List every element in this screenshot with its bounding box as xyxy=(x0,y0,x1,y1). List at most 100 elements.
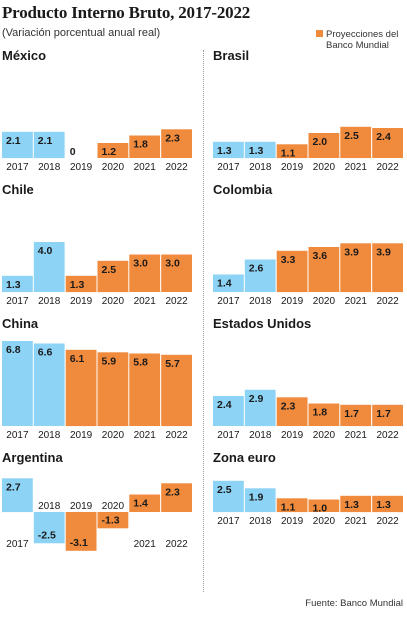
x-tick-label: 2022 xyxy=(376,296,399,307)
data-label: 1.1 xyxy=(281,147,296,159)
bar xyxy=(97,512,129,529)
data-label: 1.3 xyxy=(6,279,21,291)
data-label: 3.3 xyxy=(281,254,296,266)
x-tick-label: 2018 xyxy=(249,162,272,173)
data-label: 3.9 xyxy=(344,246,359,258)
bar xyxy=(308,499,340,512)
data-label: 1.3 xyxy=(376,499,391,511)
data-label: 2.6 xyxy=(249,263,264,275)
x-tick-label: 2017 xyxy=(6,162,29,173)
data-label: 1.9 xyxy=(249,491,264,503)
legend-swatch-projection xyxy=(316,30,323,37)
bar xyxy=(129,494,161,512)
data-label: 2.5 xyxy=(217,484,232,496)
panel-title: Chile xyxy=(2,182,34,197)
bar xyxy=(244,141,276,159)
data-label: 5.7 xyxy=(165,358,180,370)
bar xyxy=(97,260,129,293)
x-tick-label: 2022 xyxy=(165,430,188,441)
data-label: 1.2 xyxy=(102,146,117,158)
x-tick-label: 2019 xyxy=(281,430,304,441)
bar xyxy=(308,133,340,158)
x-tick-label: 2020 xyxy=(102,296,125,307)
bar xyxy=(213,141,244,159)
data-label: 1.8 xyxy=(313,407,328,419)
x-tick-label: 2020 xyxy=(102,162,125,173)
bar xyxy=(340,243,372,293)
panel-title: Brasil xyxy=(213,48,249,63)
data-label: 1.4 xyxy=(217,278,232,290)
bar xyxy=(308,403,340,426)
data-label: 2.3 xyxy=(165,132,180,144)
data-label: 2.5 xyxy=(102,264,117,276)
data-label: 3.9 xyxy=(376,246,391,258)
panel-title: Argentina xyxy=(2,450,63,465)
x-tick-label: 2022 xyxy=(165,539,188,550)
x-tick-label: 2018 xyxy=(38,501,61,512)
bar xyxy=(340,495,372,513)
x-tick-label: 2018 xyxy=(38,430,61,441)
page-title: Producto Interno Bruto, 2017-2022 xyxy=(2,3,251,22)
data-label: 2.3 xyxy=(281,400,296,412)
data-label: 6.8 xyxy=(6,344,21,356)
x-tick-label: 2022 xyxy=(376,430,399,441)
bar xyxy=(161,483,192,512)
data-label: 5.9 xyxy=(102,355,117,367)
data-label: 4.0 xyxy=(38,245,53,257)
bar xyxy=(161,254,192,292)
data-label: -3.1 xyxy=(70,537,88,549)
x-tick-label: 2019 xyxy=(70,430,93,441)
data-label: 2.9 xyxy=(249,393,264,405)
x-tick-label: 2018 xyxy=(38,296,61,307)
panel-title: Estados Unidos xyxy=(213,316,311,331)
x-tick-label: 2022 xyxy=(165,162,188,173)
x-tick-label: 2017 xyxy=(6,430,29,441)
bar xyxy=(129,254,161,292)
x-tick-label: 2020 xyxy=(313,430,336,441)
bar xyxy=(244,488,276,513)
panel-title: Zona euro xyxy=(213,450,276,465)
data-label: 0 xyxy=(70,146,76,158)
x-tick-label: 2021 xyxy=(345,516,368,527)
x-tick-label: 2019 xyxy=(281,516,304,527)
data-label: 2.1 xyxy=(38,135,53,147)
data-label: 1.1 xyxy=(281,501,296,513)
x-tick-label: 2017 xyxy=(6,296,29,307)
data-label: 2.3 xyxy=(165,486,180,498)
x-tick-label: 2022 xyxy=(165,296,188,307)
data-label: 1.0 xyxy=(313,503,328,515)
bar xyxy=(340,126,372,159)
data-label: 2.1 xyxy=(6,135,21,147)
x-tick-label: 2020 xyxy=(102,430,125,441)
data-label: 2.0 xyxy=(313,136,328,148)
panel-title: China xyxy=(2,316,39,331)
data-label: 2.4 xyxy=(217,399,232,411)
x-tick-label: 2019 xyxy=(281,296,304,307)
column-divider xyxy=(203,50,204,592)
data-label: 6.1 xyxy=(70,353,85,365)
x-tick-label: 2020 xyxy=(313,162,336,173)
x-tick-label: 2017 xyxy=(6,539,29,550)
data-label: 1.4 xyxy=(133,498,148,510)
x-tick-label: 2021 xyxy=(345,162,368,173)
bar xyxy=(65,275,97,293)
data-label: -2.5 xyxy=(38,529,56,541)
bar xyxy=(33,242,65,292)
panel-chile: Chile 1.3 2017 4.0 2018 1.3 2019 2.5 2020 3.0 2021… xyxy=(2,182,192,307)
x-tick-label: 2019 xyxy=(70,501,93,512)
bar xyxy=(161,129,192,158)
data-label: 2.5 xyxy=(344,130,359,142)
bar xyxy=(372,404,403,427)
bar xyxy=(372,128,403,158)
bar xyxy=(340,404,372,427)
data-label: 1.3 xyxy=(217,145,232,157)
data-label: 2.4 xyxy=(376,131,391,143)
bar xyxy=(97,143,129,158)
x-tick-label: 2019 xyxy=(281,162,304,173)
x-tick-label: 2019 xyxy=(70,162,93,173)
bar xyxy=(372,495,403,513)
bar xyxy=(308,247,340,292)
x-tick-label: 2018 xyxy=(249,430,272,441)
bar xyxy=(213,480,244,513)
x-tick-label: 2017 xyxy=(217,430,240,441)
